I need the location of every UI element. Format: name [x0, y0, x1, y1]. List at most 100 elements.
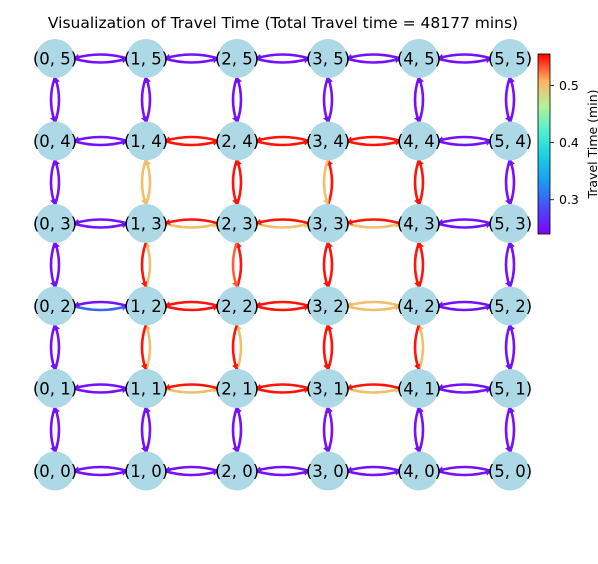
node-label: (2, 5): [215, 50, 259, 69]
graph-node: (5, 1): [488, 369, 532, 408]
edge-22-32-reverse: [254, 300, 311, 308]
edge-04-05-reverse: [49, 75, 57, 124]
edge-15-25-reverse: [163, 53, 220, 60]
edge-23-24-reverse: [231, 158, 239, 207]
node-label: (4, 0): [397, 462, 441, 481]
edge-42-43-reverse: [413, 240, 421, 289]
graph-node: (1, 3): [124, 204, 168, 243]
node-circle: [35, 39, 75, 78]
edge-54-55-reverse: [504, 75, 512, 124]
edge-10-11-forward: [144, 405, 152, 454]
graph-node: (1, 5): [124, 39, 168, 78]
node-circle: [399, 369, 439, 408]
node-label: (0, 3): [33, 215, 77, 234]
node-label: (4, 2): [397, 297, 441, 316]
node-label: (1, 1): [124, 380, 168, 399]
edge-00-10-forward: [72, 469, 129, 477]
node-label: (5, 3): [488, 215, 532, 234]
edge-11-21-reverse-arrowhead: [164, 383, 171, 390]
edge-33-34-forward: [326, 158, 334, 207]
edge-50-51-reverse-arrowhead: [505, 446, 512, 453]
node-circle: [490, 369, 530, 408]
edge-40-50-reverse: [436, 465, 493, 473]
edge-31-32-forward: [326, 323, 334, 372]
edge-10-11-reverse: [140, 405, 148, 454]
edge-01-11-forward: [72, 387, 129, 394]
edge-23-24-reverse-arrowhead: [232, 198, 239, 205]
node-circle: [399, 39, 439, 78]
edge-33-34-reverse: [322, 158, 330, 207]
edge-35-45-reverse: [345, 53, 402, 60]
edge-34-44-forward: [345, 139, 402, 147]
graph-node: (2, 1): [215, 369, 259, 408]
edge-44-45-reverse: [413, 75, 421, 124]
edge-20-30-reverse: [254, 465, 311, 473]
graph-node: (0, 1): [33, 369, 77, 408]
edge-11-21-reverse: [163, 383, 220, 390]
edge-11-12-reverse-arrowhead: [141, 363, 148, 370]
edge-21-22-reverse: [231, 323, 239, 372]
edge-12-22-reverse: [163, 300, 220, 308]
node-circle: [126, 286, 166, 326]
edge-35-45-reverse-arrowhead: [346, 53, 353, 60]
node-label: (3, 4): [306, 132, 350, 151]
node-label: (4, 1): [397, 380, 441, 399]
edge-24-34-reverse: [254, 135, 311, 143]
colorbar-tick-label: 0.5: [559, 78, 579, 93]
nodes-layer: (0, 0) (1, 0) (2, 0) (3, 0) (4, 0) (5, 0) (0, …: [33, 39, 532, 491]
edge-10-20-reverse: [163, 465, 220, 473]
node-circle: [308, 39, 348, 78]
node-label: (1, 5): [124, 50, 168, 69]
edge-51-52-reverse: [504, 323, 512, 372]
edge-45-55-reverse-arrowhead: [437, 53, 444, 60]
node-label: (5, 5): [488, 50, 532, 69]
node-label: (5, 4): [488, 132, 532, 151]
node-circle: [308, 369, 348, 408]
edge-54-55-forward: [508, 75, 516, 124]
edge-13-23-forward: [163, 222, 220, 229]
edge-05-15-reverse: [72, 53, 129, 60]
edge-43-53-reverse: [436, 218, 493, 225]
edge-32-33-reverse-arrowhead: [323, 281, 330, 288]
node-circle: [490, 286, 530, 326]
node-label: (5, 0): [488, 462, 532, 481]
colorbar-gradient: [538, 54, 550, 234]
edge-02-03-reverse-arrowhead: [50, 281, 57, 288]
edge-52-53-forward: [508, 240, 516, 289]
node-circle: [308, 204, 348, 243]
node-circle: [308, 286, 348, 326]
edge-23-33-reverse-arrowhead: [255, 218, 262, 225]
edge-24-25-reverse-arrowhead: [232, 116, 239, 123]
node-label: (0, 5): [33, 50, 77, 69]
node-label: (3, 2): [306, 297, 350, 316]
edge-34-44-reverse-arrowhead: [346, 136, 353, 143]
edge-03-13-reverse-arrowhead: [73, 218, 80, 225]
edge-41-42-reverse: [413, 323, 421, 372]
edge-31-41-forward: [345, 387, 402, 394]
edge-40-41-reverse: [413, 405, 421, 454]
graph-node: (4, 3): [397, 204, 441, 243]
edge-40-41-reverse-arrowhead: [414, 446, 421, 453]
edge-42-52-forward: [436, 304, 493, 312]
graph-node: (5, 3): [488, 204, 532, 243]
edge-01-02-forward: [53, 323, 61, 372]
graph-node: (0, 4): [33, 121, 77, 161]
edge-32-42-forward: [345, 304, 402, 312]
node-label: (1, 2): [124, 297, 168, 316]
edge-14-15-reverse-arrowhead: [141, 116, 148, 123]
edge-51-52-reverse-arrowhead: [505, 363, 512, 370]
node-circle: [399, 204, 439, 243]
node-label: (1, 0): [124, 462, 168, 481]
edge-25-35-reverse-arrowhead: [255, 53, 262, 60]
edge-10-11-reverse-arrowhead: [141, 446, 148, 453]
edge-32-33-reverse: [322, 240, 330, 289]
edge-33-43-reverse: [345, 218, 402, 225]
edge-14-24-forward: [163, 139, 220, 147]
node-circle: [308, 121, 348, 161]
edges-layer: [49, 53, 516, 477]
graph-node: (4, 1): [397, 369, 441, 408]
edge-34-35-reverse-arrowhead: [323, 116, 330, 123]
edge-41-42-reverse-arrowhead: [414, 363, 421, 370]
edge-25-35-forward: [254, 57, 311, 64]
